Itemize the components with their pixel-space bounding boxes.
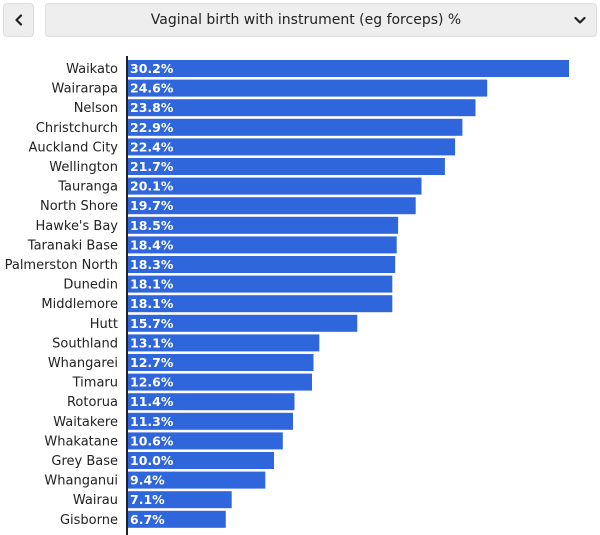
category-label: Taranaki Base: [27, 238, 118, 253]
value-label: 18.1%: [130, 277, 174, 292]
value-label: 6.7%: [130, 512, 165, 527]
bar-whakatane: [128, 432, 283, 450]
value-label: 11.4%: [130, 394, 174, 409]
bar-whangarei: [128, 354, 314, 371]
category-label: Gisborne: [60, 513, 118, 528]
bar-gisborne: [128, 510, 226, 528]
value-label: 9.4%: [130, 473, 165, 488]
bar-hawke-s-bay: [128, 216, 399, 234]
category-label: Auckland City: [29, 140, 119, 155]
back-button[interactable]: [3, 3, 34, 37]
value-label: 10.0%: [130, 453, 174, 468]
value-label: 18.4%: [130, 237, 174, 252]
value-label: 12.7%: [130, 355, 174, 370]
bar-waitakere: [128, 412, 293, 430]
value-label: 18.3%: [130, 257, 174, 272]
category-label: Wellington: [49, 160, 118, 175]
bar-auckland-city: [128, 138, 456, 156]
category-label: Timaru: [72, 376, 118, 391]
bar-southland: [128, 334, 320, 352]
value-label: 12.6%: [130, 375, 174, 390]
bar-timaru: [128, 373, 312, 391]
toolbar: Vaginal birth with instrument (eg forcep…: [0, 0, 600, 42]
category-label: Wairarapa: [52, 82, 118, 97]
value-label: 24.6%: [130, 81, 174, 96]
category-label: Nelson: [74, 101, 118, 116]
value-label: 20.1%: [130, 179, 174, 194]
bar-chart: Waikato 30.2% Wairarapa 24.6% Nelson 23.8% Chr…: [5, 56, 569, 535]
category-label: Whakatane: [44, 434, 118, 449]
value-label: 10.6%: [130, 433, 174, 448]
bar-wairau: [128, 491, 232, 509]
bar-grey-base: [128, 452, 274, 469]
bar-north-shore: [128, 197, 416, 215]
value-label: 13.1%: [130, 335, 174, 350]
bar-wairarapa: [128, 79, 488, 97]
category-label: Wairau: [73, 493, 118, 508]
chevron-left-icon: [14, 14, 22, 26]
value-label: 22.9%: [130, 120, 174, 135]
bar-wellington: [128, 158, 445, 175]
bars-group: Waikato 30.2% Wairarapa 24.6% Nelson 23.8% Chr…: [5, 60, 569, 528]
category-label: Whanganui: [44, 474, 118, 489]
bar-dunedin: [128, 275, 393, 293]
bar-christchurch: [128, 118, 463, 136]
bar-waikato: [128, 60, 569, 77]
bar-tauranga: [128, 177, 422, 195]
category-label: Christchurch: [36, 121, 118, 136]
value-label: 18.5%: [130, 218, 174, 233]
category-label: Grey Base: [51, 454, 118, 469]
value-label: 23.8%: [130, 100, 174, 115]
category-label: Rotorua: [67, 395, 118, 410]
bar-rotorua: [128, 393, 295, 411]
value-label: 18.1%: [130, 296, 174, 311]
value-label: 21.7%: [130, 159, 174, 174]
bar-nelson: [128, 99, 476, 117]
category-label: Hutt: [90, 317, 118, 332]
bar-palmerston-north: [128, 256, 396, 273]
category-label: Waikato: [66, 62, 118, 77]
value-label: 7.1%: [130, 492, 165, 507]
value-label: 30.2%: [130, 61, 174, 76]
category-label: North Shore: [40, 199, 118, 214]
chevron-down-icon: [574, 16, 586, 24]
value-label: 11.3%: [130, 414, 174, 429]
bar-whanganui: [128, 471, 266, 489]
category-label: Tauranga: [57, 180, 118, 195]
value-label: 15.7%: [130, 316, 174, 331]
value-label: 22.4%: [130, 139, 174, 154]
bar-middlemore: [128, 295, 393, 313]
category-label: Hawke's Bay: [36, 219, 119, 234]
category-label: Whangarei: [48, 356, 118, 371]
category-label: Dunedin: [63, 278, 118, 293]
category-label: Middlemore: [41, 297, 118, 312]
bar-hutt: [128, 314, 358, 332]
value-label: 19.7%: [130, 198, 174, 213]
metric-dropdown[interactable]: Vaginal birth with instrument (eg forcep…: [45, 3, 597, 37]
bar-taranaki-base: [128, 236, 397, 254]
category-label: Palmerston North: [5, 258, 118, 273]
metric-dropdown-label: Vaginal birth with instrument (eg forcep…: [150, 12, 462, 28]
category-label: Southland: [52, 336, 118, 351]
category-label: Waitakere: [53, 415, 118, 430]
